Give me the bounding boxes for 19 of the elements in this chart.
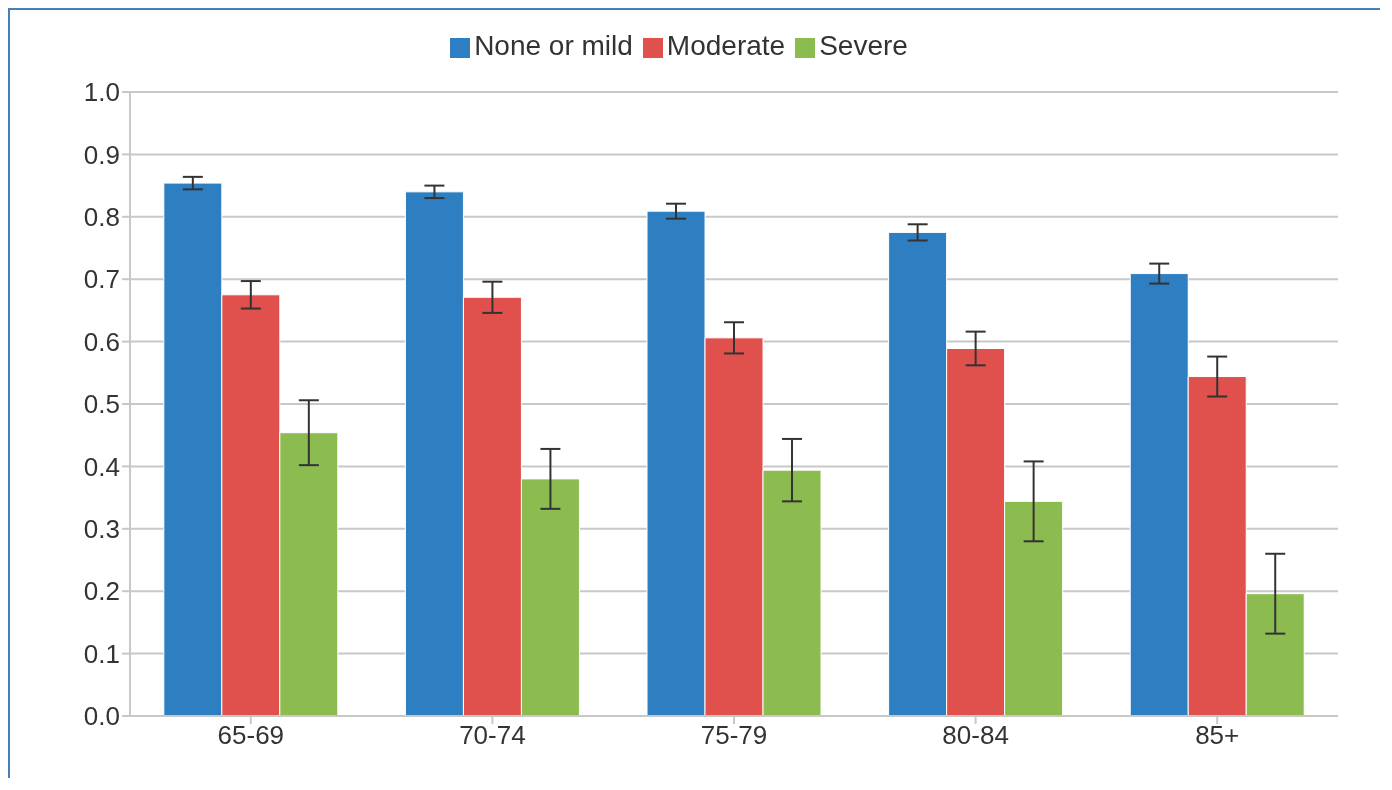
legend-label: Moderate <box>666 30 786 61</box>
x-tick-label: 85+ <box>1195 720 1240 751</box>
y-tick-label: 0.3 <box>83 514 120 545</box>
x-tick-label: 65-69 <box>217 720 285 751</box>
y-tick-label: 0.6 <box>83 326 120 357</box>
y-tick-label: 1.0 <box>83 77 120 108</box>
y-tick-label: 0.7 <box>83 264 120 295</box>
x-tick-label: 75-79 <box>700 720 768 751</box>
y-tick-label: 0.0 <box>83 701 120 732</box>
y-tick-label: 0.1 <box>83 638 120 669</box>
legend-label: Severe <box>819 30 908 61</box>
x-tick-label: 80-84 <box>942 720 1009 751</box>
y-tick-label: 0.4 <box>83 451 120 482</box>
y-tick-label: 0.8 <box>83 202 120 233</box>
x-tick-label: 70-74 <box>459 720 526 751</box>
y-tick-label: 0.5 <box>83 389 120 420</box>
y-tick-label: 0.9 <box>83 139 120 170</box>
y-tick-label: 0.2 <box>83 576 120 607</box>
legend-label: None or mild <box>474 30 633 61</box>
